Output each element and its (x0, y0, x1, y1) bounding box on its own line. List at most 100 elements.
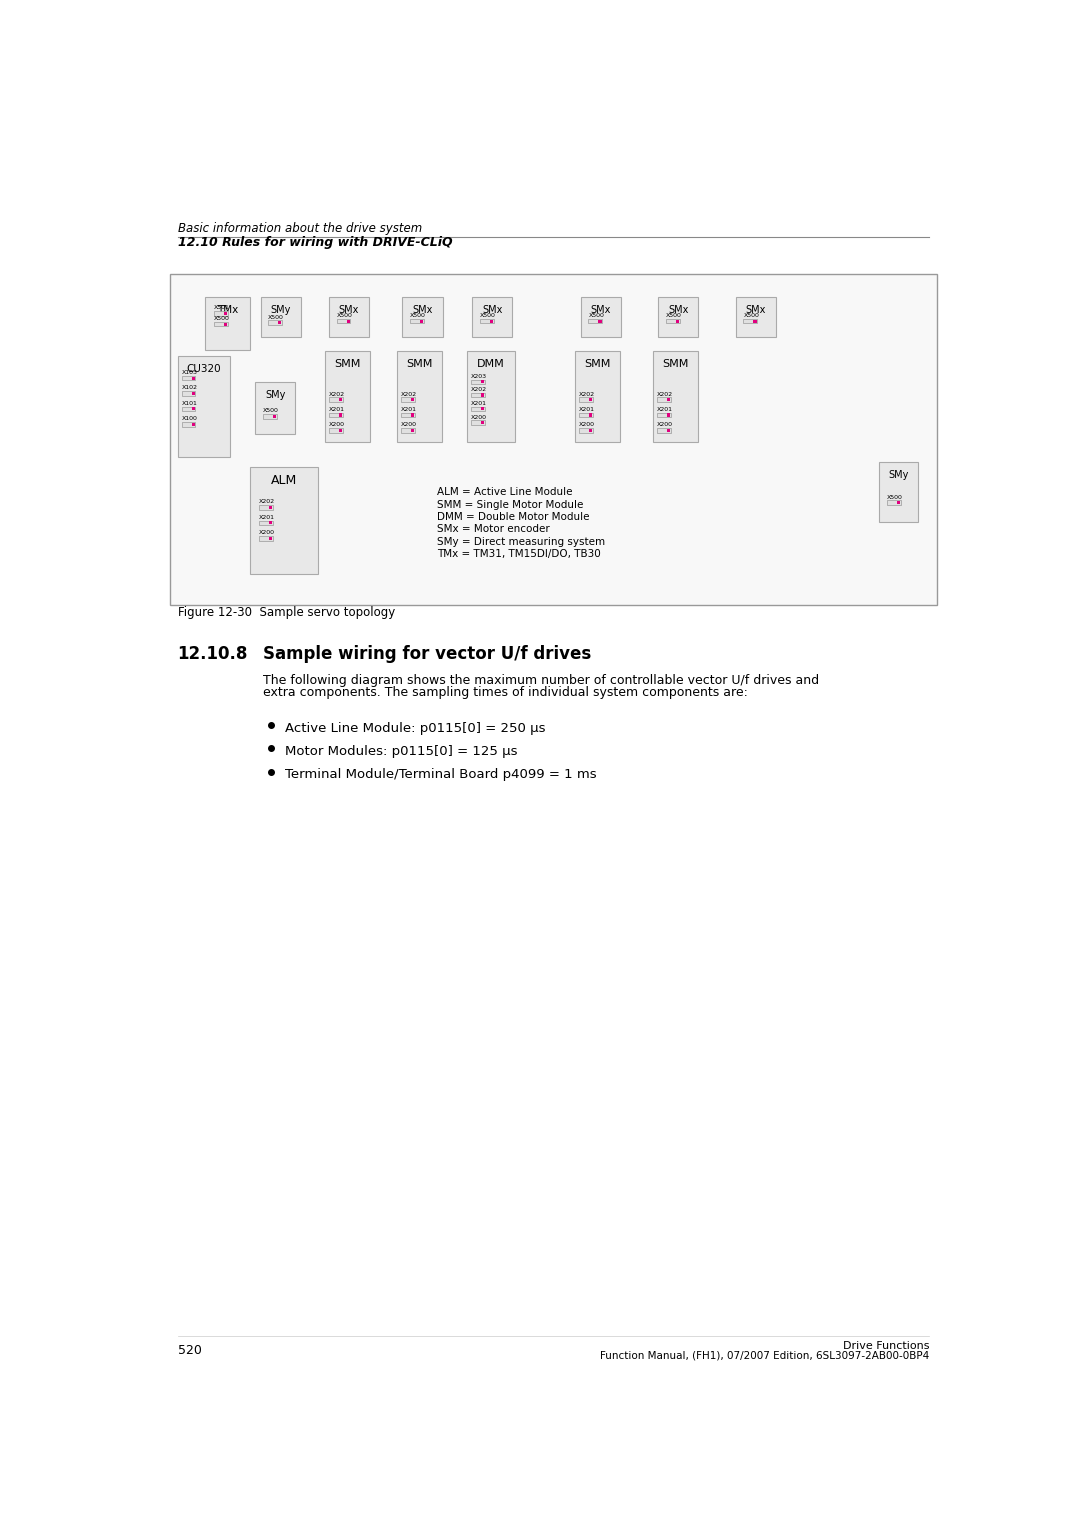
Bar (205, 298, 249, 350)
Bar (401, 397, 415, 402)
Text: X202: X202 (579, 391, 595, 397)
Bar (590, 429, 592, 432)
Text: X500: X500 (480, 313, 496, 318)
Bar (328, 412, 342, 417)
Bar (255, 382, 296, 434)
Text: X200: X200 (328, 423, 345, 428)
Bar (735, 298, 775, 337)
Bar (181, 421, 195, 426)
Bar (191, 408, 194, 411)
Bar (181, 406, 195, 411)
Text: X200: X200 (657, 423, 673, 428)
Text: X201: X201 (259, 515, 275, 519)
Text: SMx: SMx (339, 305, 359, 315)
Bar (579, 397, 593, 402)
Bar (579, 428, 593, 432)
Bar (268, 321, 282, 325)
Text: CU320: CU320 (187, 365, 221, 374)
Bar (410, 429, 414, 432)
Bar (666, 399, 670, 402)
Bar (481, 408, 484, 411)
Text: X201: X201 (328, 406, 345, 412)
Bar (347, 319, 350, 322)
Text: DMM = Double Motor Module: DMM = Double Motor Module (437, 512, 590, 522)
Text: TMx = TM31, TM15DI/DO, TB30: TMx = TM31, TM15DI/DO, TB30 (437, 550, 600, 559)
Bar (401, 412, 415, 417)
Bar (214, 312, 228, 316)
Text: Sample wiring for vector U/f drives: Sample wiring for vector U/f drives (262, 644, 591, 663)
Text: X101: X101 (181, 400, 198, 406)
Bar (579, 412, 593, 417)
Text: TMx: TMx (217, 305, 238, 315)
Bar (249, 467, 318, 574)
Bar (471, 380, 485, 385)
Text: X102: X102 (181, 385, 198, 391)
Bar (170, 275, 937, 605)
Bar (262, 414, 276, 418)
Text: Function Manual, (FH1), 07/2007 Edition, 6SL3097-2AB00-0BP4: Function Manual, (FH1), 07/2007 Edition,… (600, 1350, 930, 1361)
Bar (481, 380, 484, 383)
Text: SMy: SMy (270, 305, 291, 315)
Bar (743, 319, 757, 324)
Bar (339, 399, 342, 402)
Bar (269, 505, 272, 508)
Bar (401, 428, 415, 432)
Text: DMM: DMM (477, 359, 504, 370)
Bar (225, 312, 227, 315)
Text: Terminal Module/Terminal Board p4099 = 1 ms: Terminal Module/Terminal Board p4099 = 1… (284, 768, 596, 782)
Bar (325, 351, 369, 441)
Text: Motor Modules: p0115[0] = 125 μs: Motor Modules: p0115[0] = 125 μs (284, 745, 517, 759)
Text: X202: X202 (328, 391, 345, 397)
Bar (652, 351, 698, 441)
Bar (181, 376, 195, 380)
Text: SMM: SMM (406, 359, 433, 370)
Text: X500: X500 (262, 408, 279, 414)
Text: 12.10.8: 12.10.8 (177, 644, 248, 663)
Bar (339, 414, 342, 417)
Text: X202: X202 (657, 391, 673, 397)
Bar (214, 322, 228, 327)
Bar (403, 298, 443, 337)
Text: ALM = Active Line Module: ALM = Active Line Module (437, 487, 572, 498)
Bar (896, 501, 900, 504)
Bar (598, 319, 602, 322)
Text: X200: X200 (579, 423, 595, 428)
Text: Drive Functions: Drive Functions (842, 1341, 930, 1351)
Bar (658, 298, 699, 337)
Bar (657, 397, 671, 402)
Text: X202: X202 (259, 499, 275, 504)
Text: X500: X500 (589, 313, 604, 318)
Bar (328, 428, 342, 432)
Text: 520: 520 (177, 1344, 202, 1356)
Bar (471, 420, 485, 425)
Bar (480, 319, 494, 324)
Text: SMM: SMM (584, 359, 611, 370)
Text: X200: X200 (471, 415, 487, 420)
Text: Basic information about the drive system: Basic information about the drive system (177, 221, 422, 235)
Text: X100: X100 (181, 417, 198, 421)
Text: X500: X500 (214, 316, 230, 321)
Text: 12.10 Rules for wiring with DRIVE-CLiQ: 12.10 Rules for wiring with DRIVE-CLiQ (177, 235, 453, 249)
Text: X500: X500 (887, 495, 903, 499)
Text: X200: X200 (401, 423, 417, 428)
Text: X201: X201 (471, 400, 487, 406)
Bar (590, 399, 592, 402)
Text: X500: X500 (410, 313, 426, 318)
Text: SMM: SMM (334, 359, 361, 370)
Bar (472, 298, 512, 337)
Bar (191, 423, 194, 426)
Bar (259, 536, 273, 541)
Text: SMx: SMx (669, 305, 688, 315)
Bar (191, 377, 194, 380)
Text: X201: X201 (579, 406, 595, 412)
Bar (590, 414, 592, 417)
Text: X501: X501 (214, 305, 230, 310)
Bar (471, 392, 485, 397)
Bar (269, 536, 272, 539)
Bar (410, 319, 424, 324)
Bar (481, 421, 484, 425)
Text: X203: X203 (471, 374, 487, 379)
Bar (279, 321, 282, 324)
Bar (328, 397, 342, 402)
Bar (181, 391, 195, 395)
